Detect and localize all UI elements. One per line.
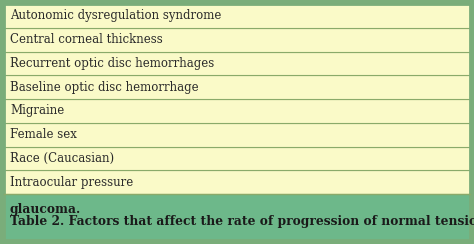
Text: Migraine: Migraine <box>10 104 64 117</box>
Bar <box>4 99 470 123</box>
Text: Autonomic dysregulation syndrome: Autonomic dysregulation syndrome <box>10 9 221 22</box>
Text: Female sex: Female sex <box>10 128 77 141</box>
Text: Baseline optic disc hemorrhage: Baseline optic disc hemorrhage <box>10 81 199 94</box>
Bar <box>4 170 470 194</box>
Text: Table 2. Factors that affect the rate of progression of normal tension: Table 2. Factors that affect the rate of… <box>10 215 474 228</box>
Text: Recurrent optic disc hemorrhages: Recurrent optic disc hemorrhages <box>10 57 214 70</box>
Bar <box>4 4 470 28</box>
Bar <box>4 75 470 99</box>
Bar <box>4 123 470 146</box>
Bar <box>4 146 470 170</box>
Text: Race (Caucasian): Race (Caucasian) <box>10 152 114 165</box>
Bar <box>4 28 470 51</box>
Text: glaucoma.: glaucoma. <box>10 203 81 215</box>
Bar <box>4 194 470 240</box>
Bar <box>4 51 470 75</box>
Text: Central corneal thickness: Central corneal thickness <box>10 33 163 46</box>
Text: Intraocular pressure: Intraocular pressure <box>10 176 133 189</box>
